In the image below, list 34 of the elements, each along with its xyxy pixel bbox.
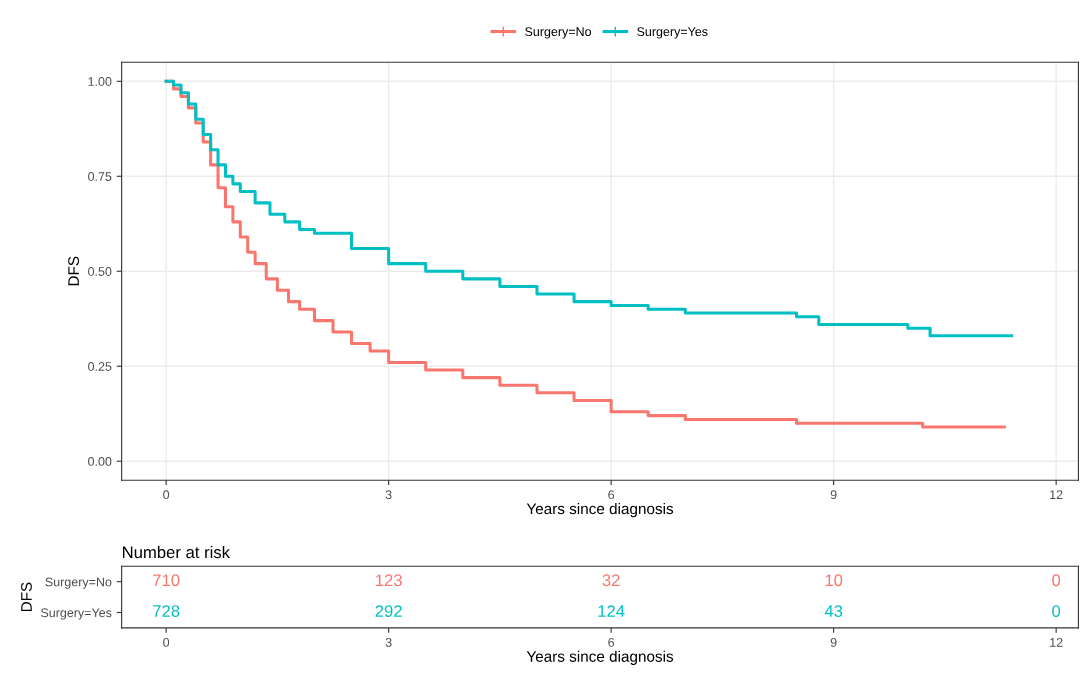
y-axis-title: DFS	[21, 582, 32, 612]
data-label: 123	[376, 574, 402, 587]
x-tick-label: 3	[385, 637, 392, 647]
x-tick-label: 3	[385, 490, 392, 500]
data-label: 43	[824, 605, 843, 617]
y-tick-label: 0.25	[88, 362, 112, 371]
data-label: 0	[1052, 574, 1061, 587]
y-axis-title: DFS	[68, 256, 80, 286]
x-tick-label: 6	[608, 637, 615, 647]
data-label: 728	[153, 605, 180, 617]
legend-label: Surgery=Yes	[637, 27, 708, 39]
data-label: 710	[153, 574, 180, 587]
x-tick-label: 9	[830, 490, 837, 500]
x-axis-title: Years since diagnosis	[526, 502, 674, 518]
x-tick-label: 0	[163, 637, 170, 647]
y-tick-label: Surgery=No	[45, 577, 112, 589]
x-tick-label: 9	[830, 637, 837, 647]
x-tick-label: 0	[163, 490, 170, 500]
y-tick-label: 0.00	[88, 457, 112, 466]
x-axis-title: Years since diagnosis	[526, 650, 674, 665]
y-tick-label: 1.00	[88, 77, 112, 86]
y-tick-label: 0.75	[88, 172, 112, 181]
chart-title: Number at risk	[123, 545, 231, 559]
data-label: 10	[825, 574, 843, 587]
data-label: 292	[375, 605, 402, 617]
x-tick-label: 12	[1050, 637, 1063, 647]
legend-label: Surgery=No	[525, 27, 592, 39]
x-tick-label: 12	[1050, 490, 1063, 499]
x-tick-label: 6	[608, 490, 615, 500]
y-tick-label: Surgery=Yes	[41, 608, 112, 620]
y-tick-label: 0.50	[88, 267, 112, 276]
data-label: 0	[1052, 605, 1061, 617]
data-label: 32	[602, 574, 620, 587]
data-label: 124	[598, 605, 625, 617]
